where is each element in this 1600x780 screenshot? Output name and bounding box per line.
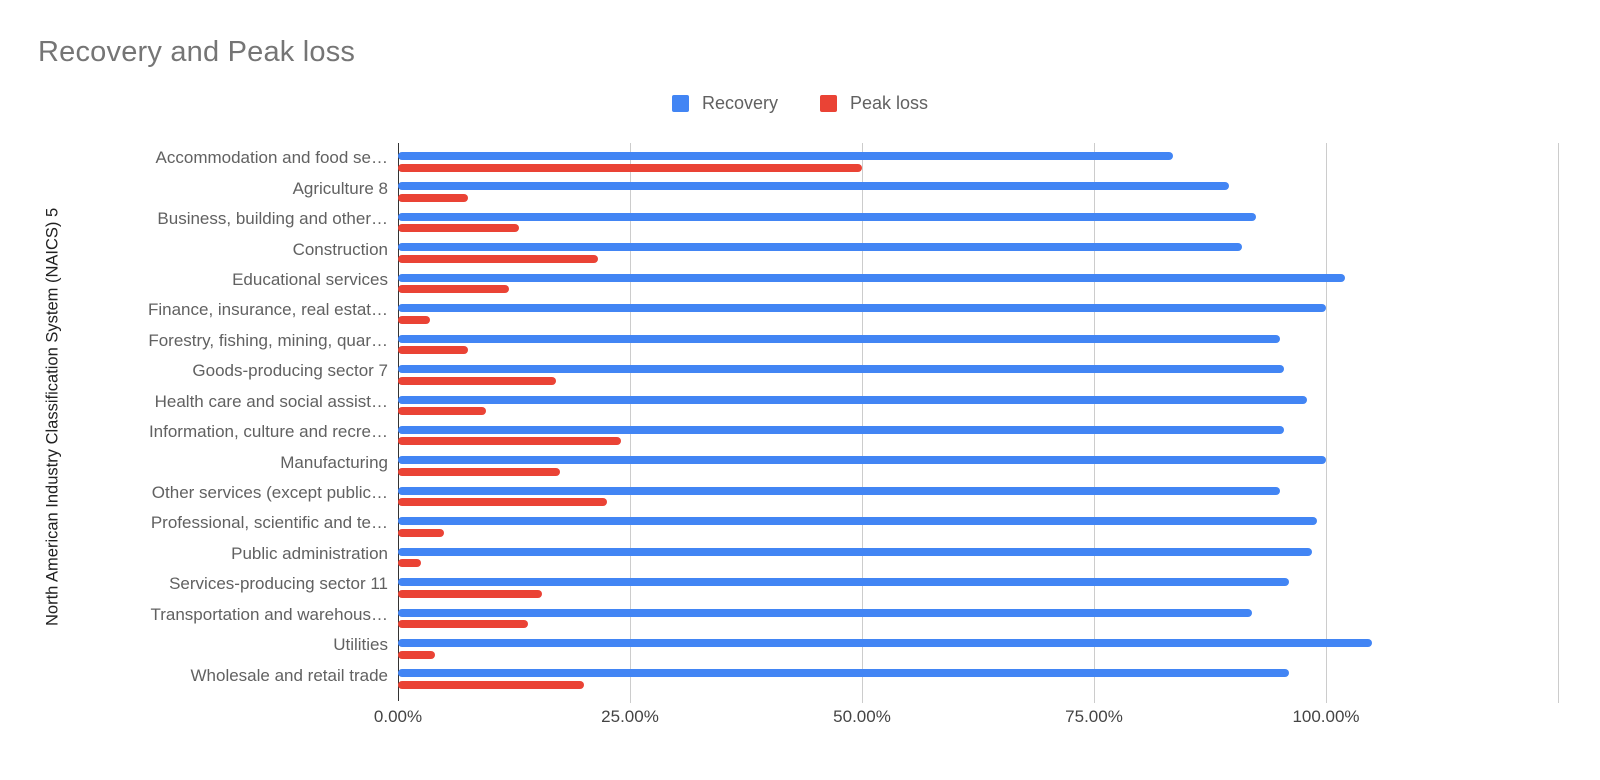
category-label: Educational services xyxy=(232,269,388,289)
bar-row xyxy=(398,265,1558,295)
x-gridline xyxy=(1326,143,1327,703)
bar-row xyxy=(398,660,1558,690)
bar-peak-loss xyxy=(398,254,598,263)
bar-row xyxy=(398,143,1558,173)
category-label: Accommodation and food se… xyxy=(155,148,388,168)
x-tick-label: 25.00% xyxy=(601,707,659,726)
x-gridline xyxy=(630,143,631,703)
bar-peak-loss xyxy=(398,680,584,689)
category-label: Utilities xyxy=(333,635,388,655)
bar-recovery xyxy=(398,425,1285,434)
bar-recovery xyxy=(398,395,1308,404)
category-label: Manufacturing xyxy=(280,452,388,472)
bar-recovery xyxy=(398,547,1313,556)
bar-peak-loss xyxy=(398,437,621,446)
category-label: Services-producing sector 11 xyxy=(169,574,388,594)
bar-row xyxy=(398,600,1558,630)
legend-item-peak-loss: Peak loss xyxy=(819,92,929,114)
bar-recovery xyxy=(398,486,1280,495)
category-label: Other services (except public… xyxy=(151,483,388,503)
bar-recovery xyxy=(398,578,1289,587)
bar-peak-loss xyxy=(398,589,542,598)
bar-row xyxy=(398,569,1558,599)
bar-chart: North American Industry Classification S… xyxy=(0,143,1600,731)
bar-row xyxy=(398,447,1558,477)
bar-peak-loss xyxy=(398,528,445,537)
bar-peak-loss xyxy=(398,163,862,172)
x-tick-label: 100.00% xyxy=(1292,707,1360,726)
category-axis-labels: Accommodation and food se… Agriculture 8 B… xyxy=(68,143,398,691)
bar-recovery xyxy=(398,639,1373,647)
plot-area xyxy=(398,143,1559,703)
bar-recovery xyxy=(398,273,1345,282)
bar-peak-loss xyxy=(398,285,510,294)
bar-row xyxy=(398,204,1558,234)
bar-recovery xyxy=(398,334,1280,343)
x-tick-label: 50.00% xyxy=(833,707,891,726)
bar-recovery xyxy=(398,152,1173,160)
recovery-swatch-icon xyxy=(671,94,689,112)
bar-row xyxy=(398,539,1558,569)
y-axis-title: North American Industry Classification S… xyxy=(43,207,62,627)
bar-peak-loss xyxy=(398,650,436,659)
bar-recovery xyxy=(398,182,1229,191)
category-label: Construction xyxy=(292,239,388,259)
category-label: Business, building and other… xyxy=(157,209,388,229)
category-label: Wholesale and retail trade xyxy=(190,665,388,685)
bar-row xyxy=(398,508,1558,538)
bar-recovery xyxy=(398,365,1285,374)
legend: Recovery Peak loss xyxy=(0,91,1600,115)
bar-peak-loss xyxy=(398,498,607,507)
category-label: Forestry, fishing, mining, quar… xyxy=(148,330,388,350)
chart-title: Recovery and Peak loss xyxy=(38,36,356,68)
bar-peak-loss xyxy=(398,376,556,385)
bar-row xyxy=(398,295,1558,325)
x-gridline xyxy=(1094,143,1095,703)
x-tick-label: 75.00% xyxy=(1065,707,1123,726)
bar-row xyxy=(398,356,1558,386)
x-axis-labels: 0.00% 25.00% 50.00% 75.00% 100.00% xyxy=(374,691,1558,731)
bar-row xyxy=(398,173,1558,203)
peak-loss-swatch-icon xyxy=(819,94,837,112)
category-label: Professional, scientific and te… xyxy=(150,513,388,533)
bar-recovery xyxy=(398,243,1243,252)
category-label: Goods-producing sector 7 xyxy=(192,361,388,381)
x-gridline xyxy=(862,143,863,703)
y-axis-line xyxy=(398,143,399,701)
bar-recovery xyxy=(398,608,1252,617)
bar-recovery xyxy=(398,212,1257,221)
bar-row xyxy=(398,234,1558,264)
bar-row xyxy=(398,630,1558,660)
bar-recovery xyxy=(398,517,1317,526)
category-label: Finance, insurance, real estat… xyxy=(147,300,388,320)
bar-recovery xyxy=(398,456,1326,465)
bar-row xyxy=(398,387,1558,417)
bar-recovery xyxy=(398,304,1326,313)
legend-item-recovery: Recovery xyxy=(671,92,778,114)
bar-peak-loss xyxy=(398,315,431,324)
bar-peak-loss xyxy=(398,467,561,476)
bar-recovery xyxy=(398,669,1289,678)
x-tick-label: 0.00% xyxy=(373,707,423,726)
category-label: Public administration xyxy=(231,543,388,563)
bar-peak-loss xyxy=(398,193,468,202)
category-label: Health care and social assist… xyxy=(154,391,388,411)
category-label: Information, culture and recre… xyxy=(148,422,388,442)
bar-peak-loss xyxy=(398,346,468,355)
bar-peak-loss xyxy=(398,407,487,415)
category-label: Agriculture 8 xyxy=(292,178,388,198)
bar-row xyxy=(398,417,1558,447)
bar-peak-loss xyxy=(398,620,528,629)
bar-peak-loss xyxy=(398,559,422,568)
bar-row xyxy=(398,478,1558,508)
x-gridline xyxy=(1558,143,1559,703)
legend-label-recovery: Recovery xyxy=(701,92,778,113)
bar-peak-loss xyxy=(398,224,519,233)
legend-label-peak-loss: Peak loss xyxy=(849,92,929,113)
category-label: Transportation and warehous… xyxy=(150,604,388,624)
bar-row xyxy=(398,326,1558,356)
